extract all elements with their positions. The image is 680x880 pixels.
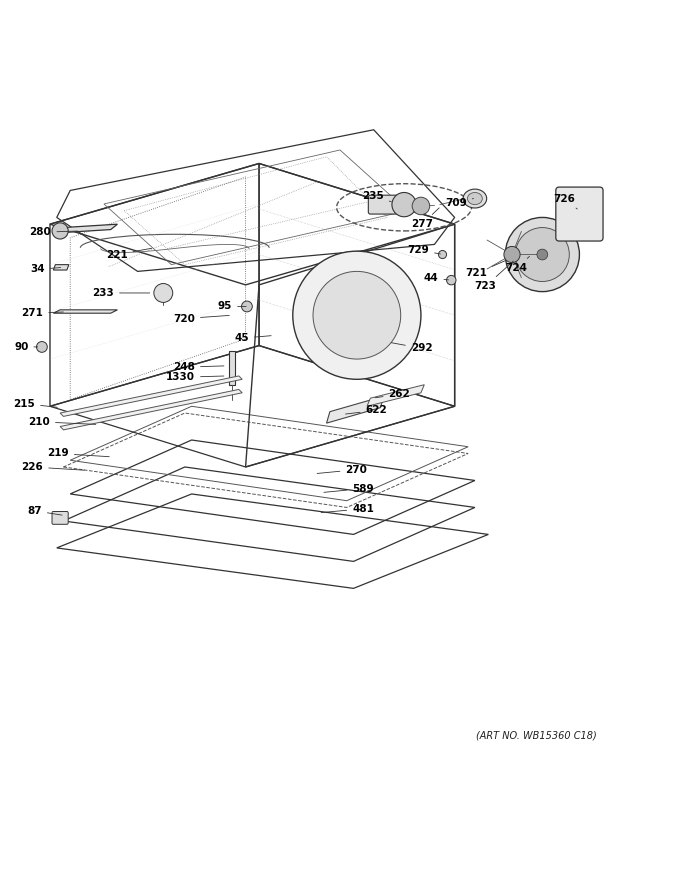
Circle shape [439, 251, 447, 259]
Text: 723: 723 [475, 261, 513, 291]
Text: 721: 721 [465, 260, 506, 278]
Circle shape [515, 228, 569, 282]
Text: (ART NO. WB15360 C18): (ART NO. WB15360 C18) [475, 730, 596, 740]
Text: 271: 271 [21, 308, 63, 319]
Text: 729: 729 [407, 245, 441, 255]
Text: 34: 34 [30, 264, 61, 275]
Text: 292: 292 [391, 342, 432, 353]
Text: 277: 277 [411, 208, 439, 229]
Text: 280: 280 [30, 227, 78, 238]
Text: 720: 720 [173, 313, 229, 324]
Text: 226: 226 [22, 462, 84, 472]
Circle shape [537, 249, 547, 260]
Circle shape [37, 341, 48, 352]
Text: 95: 95 [218, 302, 246, 312]
Text: 262: 262 [375, 389, 410, 400]
Text: 210: 210 [29, 417, 96, 427]
Text: 87: 87 [27, 506, 62, 516]
Text: 219: 219 [47, 449, 109, 458]
Circle shape [447, 275, 456, 285]
Circle shape [293, 251, 421, 379]
FancyBboxPatch shape [369, 195, 399, 214]
FancyBboxPatch shape [556, 187, 603, 241]
Circle shape [154, 283, 173, 303]
Polygon shape [53, 265, 69, 270]
Polygon shape [60, 390, 242, 430]
Text: 233: 233 [92, 288, 150, 298]
Text: 481: 481 [321, 503, 374, 514]
Text: 90: 90 [14, 342, 38, 352]
Text: 709: 709 [445, 198, 473, 208]
FancyArrowPatch shape [487, 240, 509, 253]
Polygon shape [53, 310, 118, 313]
Polygon shape [367, 385, 424, 407]
Circle shape [313, 271, 401, 359]
Text: 589: 589 [324, 484, 374, 494]
Ellipse shape [467, 193, 482, 205]
Polygon shape [60, 376, 242, 416]
Text: 726: 726 [553, 194, 577, 209]
Circle shape [505, 217, 579, 291]
Text: 221: 221 [106, 248, 152, 260]
Text: 724: 724 [505, 256, 530, 273]
Polygon shape [228, 351, 235, 385]
FancyArrowPatch shape [513, 257, 522, 277]
Text: 235: 235 [362, 191, 391, 202]
Text: 45: 45 [235, 334, 271, 343]
Circle shape [52, 223, 68, 239]
Ellipse shape [463, 189, 487, 208]
Text: 1330: 1330 [166, 372, 224, 382]
Polygon shape [56, 224, 118, 233]
Circle shape [392, 193, 416, 216]
Text: 248: 248 [173, 363, 224, 372]
Circle shape [241, 301, 252, 312]
Text: 44: 44 [424, 273, 449, 283]
Text: 622: 622 [345, 406, 388, 415]
Circle shape [412, 197, 430, 215]
Text: 215: 215 [14, 399, 57, 408]
Circle shape [504, 246, 520, 262]
FancyArrowPatch shape [487, 256, 509, 269]
FancyArrowPatch shape [513, 231, 522, 252]
FancyBboxPatch shape [52, 511, 68, 524]
Polygon shape [326, 396, 384, 423]
Text: 270: 270 [317, 465, 367, 474]
